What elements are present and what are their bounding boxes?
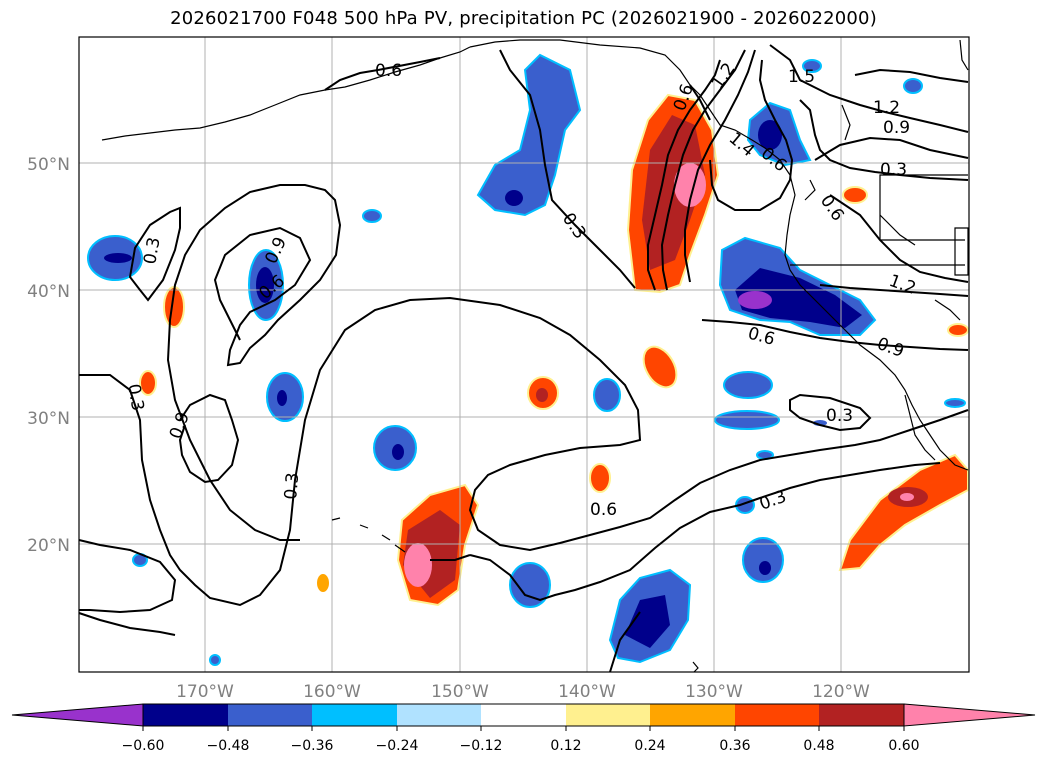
colorbar-tick-label: −0.36 [291,738,334,754]
colorbar-cell [143,704,228,726]
colorbar: −0.60 −0.48 −0.36 −0.24 −0.12 0.12 0.24 … [11,703,1036,754]
lat-label: 40°N [27,282,70,302]
contour-label: 1.2 [873,98,900,118]
colorbar-tick-label: 0.60 [888,738,919,754]
lat-label: 20°N [27,536,70,556]
colorbar-tick-label: −0.24 [376,738,419,754]
colorbar-cell [481,704,566,726]
lon-label: 150°W [431,682,489,702]
colorbar-cell [312,704,397,726]
gridlines [79,37,969,672]
colorbar-tick-label: 0.48 [803,738,834,754]
longitude-labels: 170°W 160°W 150°W 140°W 130°W 120°W [176,682,870,702]
contour-label: 0.9 [874,334,906,362]
latitude-labels: 50°N 40°N 30°N 20°N [27,155,70,556]
contour-label: 1.2 [708,59,740,93]
colorbar-cell [228,704,312,726]
contour-label: 0.9 [883,118,910,138]
colorbar-cell [735,704,819,726]
contour-label: 0.3 [880,160,907,180]
contour-label: 0.3 [281,472,303,501]
coastlines [101,39,969,673]
colorbar-tick-label: 0.12 [550,738,581,754]
colorbar-tick-label: −0.48 [207,738,250,754]
contour-label: 0.3 [140,236,164,266]
lon-label: 130°W [685,682,743,702]
colorbar-extend-high [903,703,1036,727]
map-frame [78,36,970,673]
colorbar-tick-label: −0.60 [122,738,165,754]
precip-negative-region [476,53,582,217]
contour-label: 0.3 [826,406,853,426]
precip-positive-region [838,453,969,572]
colorbar-cell [650,704,735,726]
contour-label: 0.3 [558,209,590,243]
colorbar-cell [819,704,904,726]
colorbar-cell [397,704,481,726]
lon-label: 170°W [176,682,234,702]
lon-label: 120°W [812,682,870,702]
colorbar-extend-low [11,703,144,727]
colorbar-tick-label: 0.24 [634,738,665,754]
colorbar-cell [566,704,650,726]
contour-label: 0.3 [123,382,147,412]
map-title: 2026021700 F048 500 hPa PV, precipitatio… [170,8,877,29]
lon-label: 160°W [303,682,361,702]
contour-label: 0.6 [590,500,617,520]
contour-label: 1.5 [788,67,815,87]
contour-label: 0.6 [375,61,402,81]
pv-contours [78,44,969,673]
lat-label: 50°N [27,155,70,175]
lat-label: 30°N [27,409,70,429]
colorbar-tick-label: 0.36 [719,738,750,754]
colorbar-tick-label: −0.12 [460,738,503,754]
precip-shading [87,53,969,666]
lon-label: 140°W [558,682,616,702]
contour-label: 1.2 [886,271,918,299]
